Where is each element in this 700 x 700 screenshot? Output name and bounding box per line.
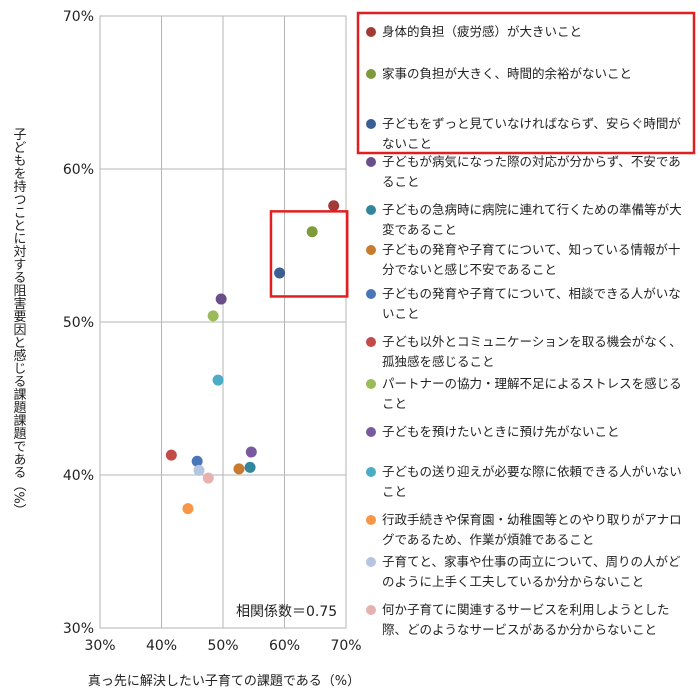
data-point [165, 449, 177, 461]
legend-label: 子どもをずっと見ていなければならず、安らぐ時間がないこと [382, 116, 681, 151]
y-tick-label: 40% [63, 468, 94, 484]
data-points [165, 200, 340, 515]
highlight-box [269, 210, 349, 298]
legend: 身体的負担（疲労感）が大きいこと 家事の負担が大きく、時間的余裕がないこと 子どもを… [358, 12, 693, 652]
legend-item: 家事の負担が大きく、時間的余裕がないこと [358, 64, 688, 84]
legend-label: 子ども以外とコミュニケーションを取る機会がなく、孤独感を感じること [382, 334, 682, 369]
data-point [202, 472, 214, 484]
data-point [212, 374, 224, 386]
data-point [245, 446, 257, 458]
legend-item: 子どもの発育や子育てについて、知っている情報が十分でないと感じ不安であること [358, 240, 688, 280]
y-tick-label: 50% [63, 315, 94, 331]
legend-marker [366, 467, 376, 477]
x-tick-label: 50% [207, 638, 238, 654]
legend-item: 子どもの発育や子育てについて、相談できる人がいないこと [358, 284, 688, 324]
data-point [274, 267, 286, 279]
y-tick-label: 30% [63, 621, 94, 637]
legend-label: 行政手続きや保育園・幼稚園等とのやり取りがアナログであるため、作業が煩雑であるこ… [382, 512, 682, 547]
x-tick-label: 40% [146, 638, 177, 654]
legend-marker [366, 245, 376, 255]
legend-item: 子どもの送り迎えが必要な際に依頼できる人がいないこと [358, 462, 688, 502]
legend-label: 子どもが病気になった際の対応が分からず、不安であること [382, 154, 681, 189]
legend-item: 子どもを預けたいときに預け先がないこと [358, 422, 688, 442]
legend-item: 身体的負担（疲労感）が大きいこと [358, 22, 688, 42]
data-point [233, 463, 245, 475]
legend-label: 子どもの送り迎えが必要な際に依頼できる人がいないこと [382, 464, 682, 499]
legend-label: 家事の負担が大きく、時間的余裕がないこと [382, 66, 633, 81]
legend-item: 子ども以外とコミュニケーションを取る機会がなく、孤独感を感じること [358, 332, 688, 372]
legend-label: 何か子育てに関連するサービスを利用しようとした際、どのようなサービスがあるか分か… [382, 602, 670, 637]
legend-marker [366, 157, 376, 167]
legend-label: パートナーの協力・理解不足によるストレスを感じること [382, 376, 682, 411]
legend-marker [366, 337, 376, 347]
legend-item: 子どもをずっと見ていなければならず、安らぐ時間がないこと [358, 114, 688, 154]
data-point [328, 200, 340, 212]
legend-marker [366, 379, 376, 389]
legend-marker [366, 69, 376, 79]
legend-item: 行政手続きや保育園・幼稚園等とのやり取りがアナログであるため、作業が煩雑であるこ… [358, 510, 688, 550]
legend-marker [366, 427, 376, 437]
legend-label: 子どもを預けたいときに預け先がないこと [382, 424, 620, 439]
data-point [215, 293, 227, 305]
data-point [306, 226, 318, 238]
plot-area [99, 15, 347, 629]
y-tick-label: 70% [63, 9, 94, 25]
correlation-annotation: 相関係数＝0.75 [236, 604, 337, 620]
legend-marker [366, 205, 376, 215]
legend-marker [366, 289, 376, 299]
x-axis-title: 真っ先に解決したい子育ての課題である（%） [88, 673, 360, 689]
y-axis-title: 子どもを持つことに対する阻害要因と感じる課題課題である（%） [11, 127, 27, 516]
x-axis-ticks: 30% 40% 50% 60% 70% [84, 638, 361, 654]
legend-label: 身体的負担（疲労感）が大きいこと [382, 24, 583, 39]
x-tick-label: 60% [269, 638, 300, 654]
y-axis-ticks: 30% 40% 50% 60% 70% [63, 9, 94, 637]
data-point [207, 310, 219, 322]
data-point [182, 503, 194, 515]
legend-marker [366, 27, 376, 37]
legend-marker [366, 605, 376, 615]
legend-label: 子育てと、家事や仕事の両立について、周りの人がどのように上手く工夫しているか分か… [382, 554, 681, 589]
legend-item: 子どもの急病時に病院に連れて行くための準備等が大変であること [358, 200, 688, 240]
legend-item: 子どもが病気になった際の対応が分からず、不安であること [358, 152, 688, 192]
legend-item: パートナーの協力・理解不足によるストレスを感じること [358, 374, 688, 414]
data-point [191, 455, 203, 467]
legend-item: 何か子育てに関連するサービスを利用しようとした際、どのようなサービスがあるか分か… [358, 600, 688, 640]
x-tick-label: 30% [84, 638, 115, 654]
y-tick-label: 60% [63, 162, 94, 178]
grid-lines [99, 15, 347, 629]
x-tick-label: 70% [330, 638, 361, 654]
data-point [244, 461, 256, 473]
data-point [193, 464, 205, 476]
legend-label: 子どもの急病時に病院に連れて行くための準備等が大変であること [382, 202, 682, 237]
legend-highlight-box [356, 11, 696, 155]
legend-marker [366, 515, 376, 525]
legend-marker [366, 557, 376, 567]
legend-label: 子どもの発育や子育てについて、知っている情報が十分でないと感じ不安であること [382, 242, 681, 277]
legend-marker [366, 119, 376, 129]
legend-item: 子育てと、家事や仕事の両立について、周りの人がどのように上手く工夫しているか分か… [358, 552, 688, 592]
legend-label: 子どもの発育や子育てについて、相談できる人がいないこと [382, 286, 681, 321]
